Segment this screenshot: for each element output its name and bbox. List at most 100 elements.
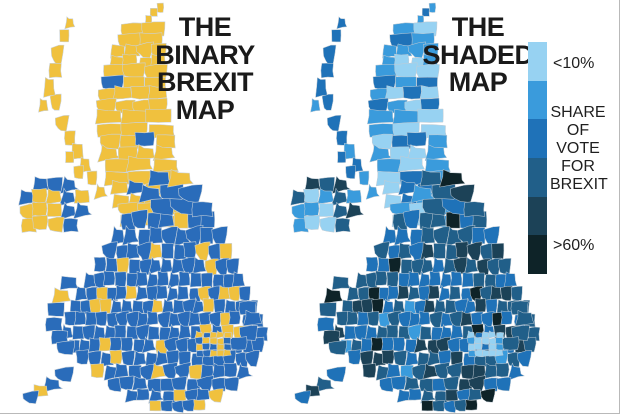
constituency-region <box>392 109 421 125</box>
constituency-region <box>465 399 478 411</box>
constituency-region <box>202 349 212 358</box>
constituency-region <box>463 201 486 218</box>
constituency-region <box>346 310 358 326</box>
constituency-region <box>64 130 76 146</box>
constituency-region <box>226 258 240 275</box>
constituency-region <box>387 285 399 300</box>
constituency-region <box>156 134 176 149</box>
constituency-region <box>366 109 395 125</box>
constituency-region <box>388 257 401 274</box>
constituency-region <box>390 375 406 390</box>
constituency-region <box>432 226 451 247</box>
constituency-region <box>393 350 407 366</box>
constituency-region <box>211 226 228 246</box>
constituency-region <box>501 336 520 351</box>
constituency-region <box>65 151 75 163</box>
constituency-region <box>453 399 468 412</box>
constituency-region <box>90 363 105 378</box>
constituency-region <box>250 336 265 353</box>
constituency-region <box>147 325 161 341</box>
constituency-region <box>193 399 206 411</box>
constituency-region <box>171 400 186 413</box>
constituency-region <box>481 343 490 351</box>
constituency-region <box>495 362 510 378</box>
constituency-region <box>187 311 201 327</box>
constituency-region <box>467 387 482 401</box>
constituency-region <box>74 310 86 326</box>
constituency-region <box>45 188 63 205</box>
constituency-region <box>427 284 440 300</box>
constituency-region <box>397 155 425 172</box>
constituency-region <box>151 43 167 57</box>
constituency-region <box>474 298 487 313</box>
constituency-region <box>500 285 513 301</box>
constituency-region <box>320 62 335 79</box>
constituency-region <box>109 349 123 365</box>
constituency-region <box>483 226 500 246</box>
constituency-region <box>386 271 399 287</box>
constituency-region <box>303 214 320 230</box>
constituency-region <box>104 158 130 173</box>
constituency-region <box>464 256 479 275</box>
constituency-region <box>73 200 93 220</box>
constituency-region <box>428 2 436 13</box>
legend-title: SHARE OF VOTE FOR BREXIT <box>550 104 608 193</box>
constituency-region <box>406 131 427 147</box>
constituency-region <box>141 21 166 37</box>
constituency-region <box>468 350 477 358</box>
binary-map-title: THE BINARY BREXIT MAP <box>155 12 255 125</box>
constituency-region <box>421 8 430 17</box>
constituency-region <box>408 388 422 401</box>
constituency-region <box>149 400 162 412</box>
constituency-region <box>113 362 129 379</box>
constituency-region <box>82 324 96 341</box>
constituency-region <box>319 302 337 317</box>
constituency-region <box>194 241 211 261</box>
constituency-region <box>419 325 433 341</box>
constituency-region <box>170 257 185 275</box>
constituency-region <box>126 325 139 341</box>
constituency-region <box>120 337 134 352</box>
constituency-region <box>367 311 380 326</box>
constituency-region <box>365 256 379 272</box>
constituency-region <box>418 285 431 301</box>
constituency-region <box>481 349 491 358</box>
constituency-region <box>194 336 204 345</box>
constituency-region <box>510 286 523 301</box>
constituency-region <box>31 188 48 204</box>
constituency-region <box>459 311 473 327</box>
constituency-region <box>403 375 420 391</box>
constituency-region <box>303 188 320 204</box>
constituency-region <box>323 287 344 305</box>
constituency-region <box>136 388 150 401</box>
constituency-region <box>328 340 347 355</box>
constituency-region <box>370 337 384 352</box>
constituency-region <box>216 343 225 351</box>
constituency-region <box>386 324 399 339</box>
constituency-region <box>125 242 140 260</box>
constituency-region <box>345 200 365 220</box>
constituency-region <box>59 29 70 43</box>
binary-map-svg <box>18 2 269 413</box>
constituency-region <box>160 226 179 247</box>
constituency-region <box>358 170 370 186</box>
constituency-region <box>94 108 123 125</box>
constituency-region <box>495 376 512 392</box>
constituency-region <box>354 324 368 341</box>
constituency-region <box>522 336 537 353</box>
constituency-region <box>73 188 90 204</box>
constituency-region <box>500 310 513 325</box>
constituency-region <box>95 311 108 326</box>
constituency-region <box>208 388 224 403</box>
constituency-region <box>63 311 77 326</box>
constituency-region <box>321 93 334 111</box>
legend-color-bar <box>528 42 547 275</box>
constituency-region <box>303 201 320 217</box>
constituency-region <box>238 286 251 301</box>
constituency-region <box>331 29 342 43</box>
constituency-region <box>417 108 444 123</box>
constituency-region <box>132 299 145 315</box>
constituency-region <box>489 285 503 301</box>
constituency-region <box>357 311 369 326</box>
constituency-region <box>109 336 122 351</box>
